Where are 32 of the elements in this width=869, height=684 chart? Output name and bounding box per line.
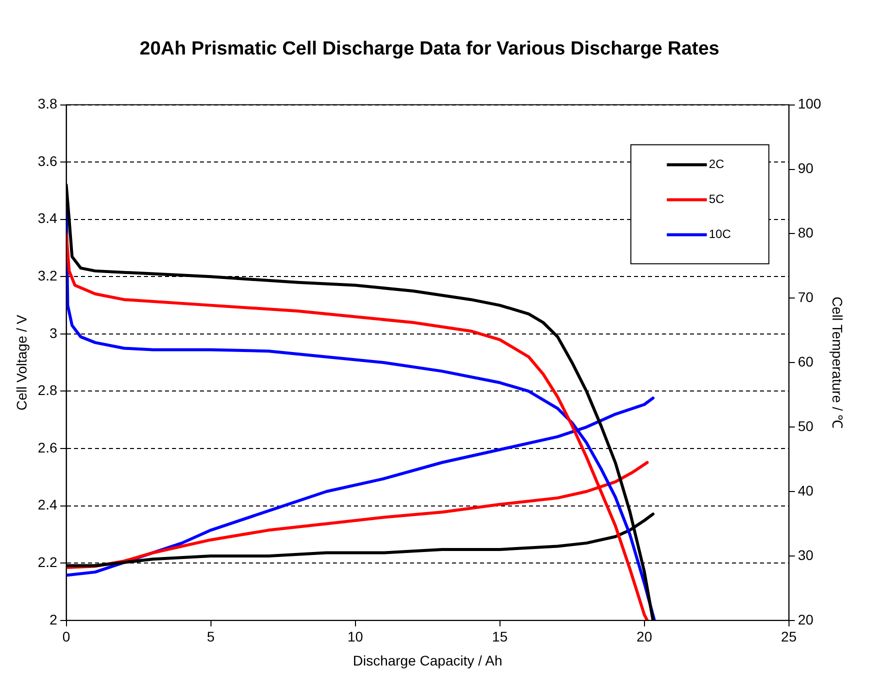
y-tick-label: 3.6 (38, 152, 58, 169)
y-axis-title: Cell Voltage / V (13, 314, 30, 410)
y-tick-label: 2.8 (38, 382, 58, 398)
legend-label: 2C (708, 157, 725, 172)
x-tick-label: 10 (348, 628, 364, 645)
y-tick-label: 2 (49, 611, 58, 628)
y-tick-label: 2.2 (38, 554, 58, 570)
x-tick-label: 25 (781, 628, 797, 645)
legend-label: 10C (708, 227, 732, 242)
x-tick-label: 5 (206, 628, 215, 645)
x-tick-label: 15 (492, 628, 508, 645)
y2-tick-label: 50 (798, 418, 814, 434)
legend-label: 5C (708, 192, 725, 206)
x-axis-title: Discharge Capacity / Ah (352, 652, 502, 668)
chart-title: 20Ah Prismatic Cell Discharge Data for Various Discharge Rates (140, 38, 720, 60)
y-tick-label: 3.2 (38, 268, 58, 284)
y2-tick-label: 20 (798, 611, 814, 628)
y-tick-label: 3.4 (38, 210, 58, 226)
y2-tick-label: 80 (798, 224, 814, 241)
y-tick-label: 2.4 (38, 496, 58, 513)
y2-tick-label: 60 (798, 353, 814, 370)
y2-tick-label: 30 (798, 546, 814, 563)
y-tick-label: 3.8 (38, 96, 58, 112)
x-tick-label: 20 (636, 628, 652, 645)
y-tick-label: 2.6 (38, 439, 58, 456)
x-tick-label: 0 (62, 628, 70, 645)
y2-tick-label: 90 (798, 160, 814, 176)
y2-tick-label: 70 (798, 289, 814, 306)
y2-tick-label: 100 (798, 96, 822, 112)
y2-tick-label: 40 (798, 482, 814, 498)
y-tick-label: 3 (49, 324, 58, 341)
y2-axis-title: Cell Temperature / ℃ (830, 296, 846, 429)
